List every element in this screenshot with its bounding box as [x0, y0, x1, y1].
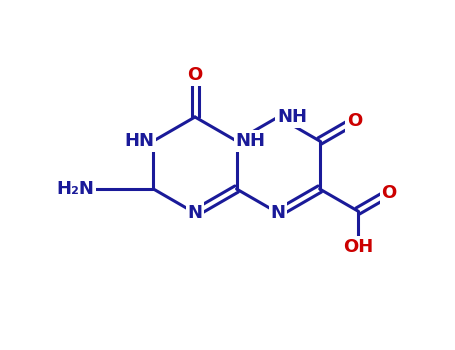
Text: NH: NH [236, 132, 266, 150]
Text: H₂N: H₂N [56, 180, 94, 198]
Text: N: N [187, 204, 202, 222]
Text: O: O [187, 66, 202, 84]
Text: O: O [347, 112, 362, 130]
Text: OH: OH [343, 238, 373, 256]
Text: NH: NH [277, 108, 307, 126]
Text: HN: HN [124, 132, 154, 150]
Text: N: N [271, 204, 286, 222]
Text: O: O [381, 184, 397, 202]
